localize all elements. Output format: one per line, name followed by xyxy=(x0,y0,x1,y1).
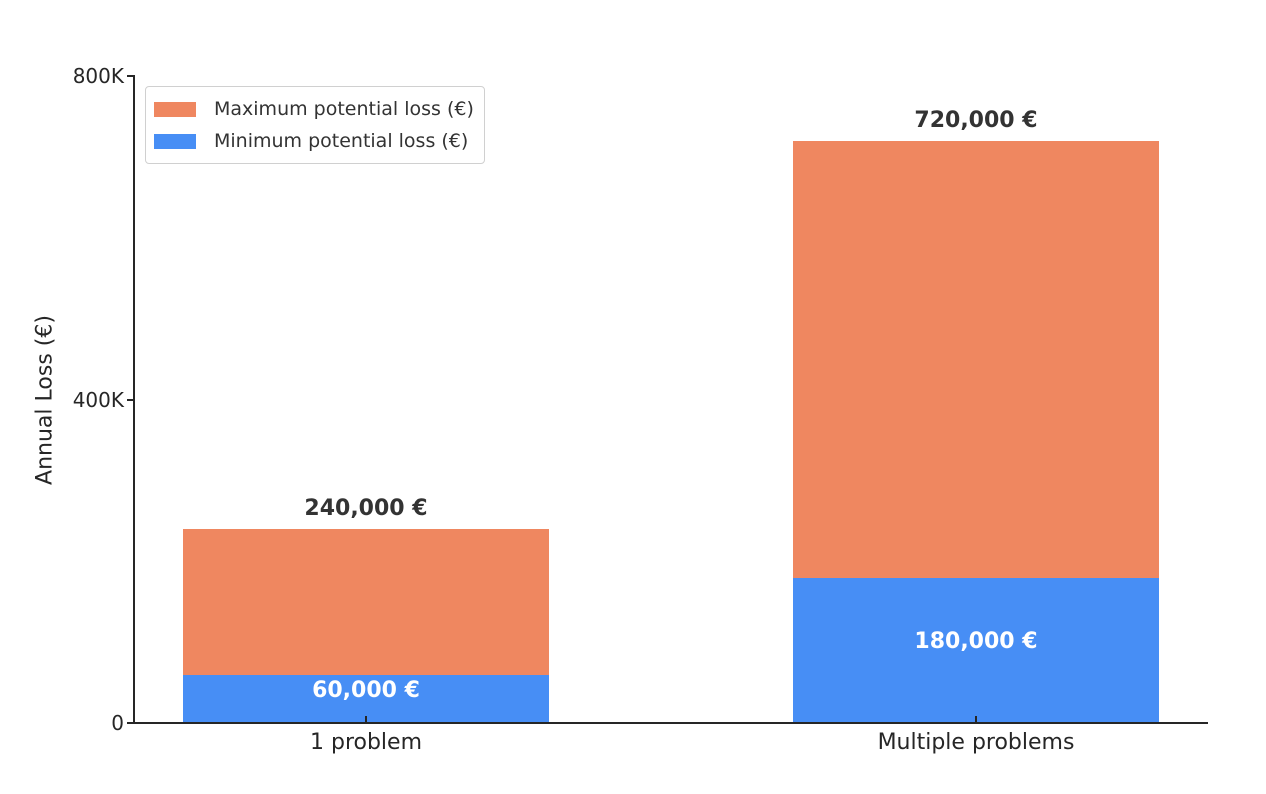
y-tick-800k xyxy=(127,75,134,77)
y-tick-400k xyxy=(127,399,134,401)
y-tick-0 xyxy=(127,722,134,724)
bar-min-1-problem xyxy=(183,675,549,723)
value-label-min-1-problem: 60,000 € xyxy=(312,678,420,703)
y-tick-label-800k: 800K xyxy=(72,64,124,88)
legend-swatch-min xyxy=(154,133,196,149)
y-axis-label: Annual Loss (€) xyxy=(32,315,58,485)
legend-item-min: Minimum potential loss (€) xyxy=(154,125,474,157)
x-tick-1-problem xyxy=(365,716,367,723)
legend-label-min: Minimum potential loss (€) xyxy=(214,130,469,152)
legend: Maximum potential loss (€) Minimum poten… xyxy=(145,86,485,164)
legend-label-max: Maximum potential loss (€) xyxy=(214,98,474,120)
x-axis-line xyxy=(133,722,1208,724)
y-tick-label-400k: 400K xyxy=(72,388,124,412)
y-axis-line xyxy=(133,75,135,724)
x-tick-multiple-problems xyxy=(975,716,977,723)
value-label-min-multiple-problems: 180,000 € xyxy=(914,629,1038,654)
legend-item-max: Maximum potential loss (€) xyxy=(154,93,474,125)
bar-min-multiple-problems xyxy=(793,578,1159,723)
legend-swatch-max xyxy=(154,101,196,117)
value-label-max-multiple-problems: 720,000 € xyxy=(914,108,1038,133)
x-tick-label-1-problem: 1 problem xyxy=(309,730,423,755)
x-tick-label-multiple-problems: Multiple problems xyxy=(877,730,1075,755)
y-tick-label-0: 0 xyxy=(111,711,124,735)
value-label-max-1-problem: 240,000 € xyxy=(304,496,428,521)
